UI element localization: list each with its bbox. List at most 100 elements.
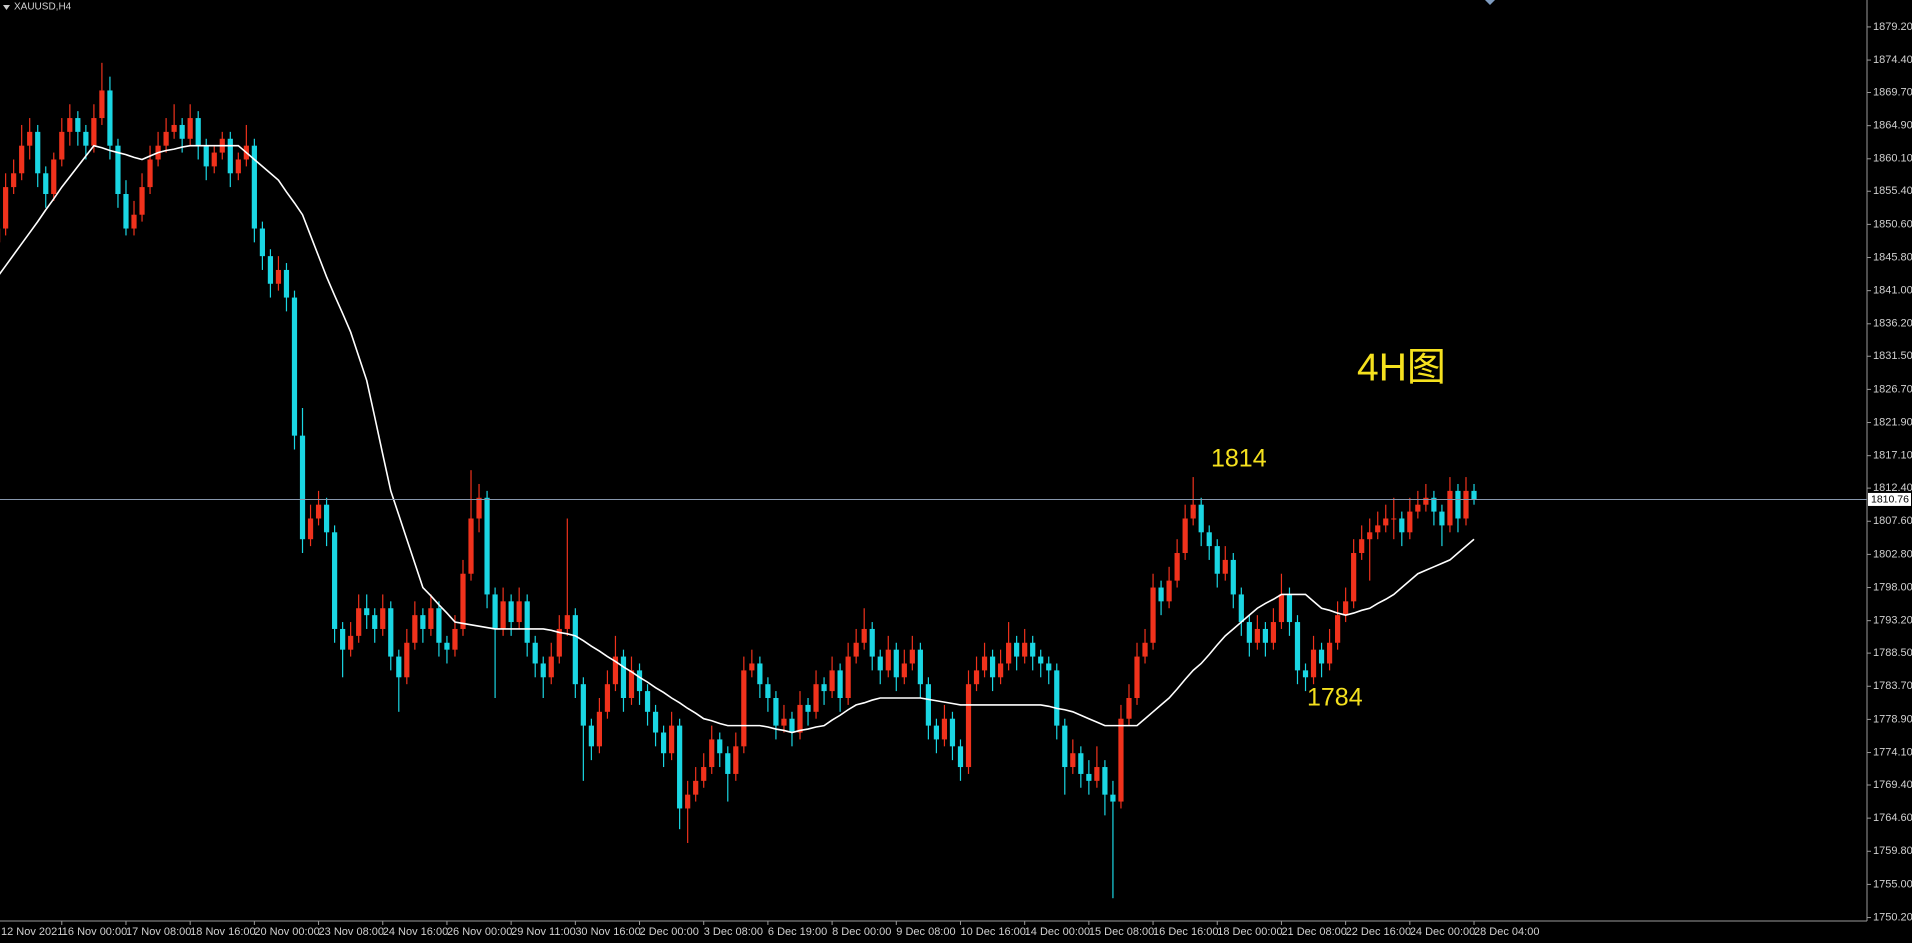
candle-body [741,670,747,747]
candle-body [412,615,418,643]
candle-body [428,608,434,629]
candle-body [1150,587,1156,643]
candle-body [1030,642,1036,657]
candle-body [364,608,370,616]
candle-body [749,663,755,671]
candle-body [147,159,153,188]
y-tick-label: 1836.20 [1873,318,1912,330]
x-tick-label: 20 Nov 00:00 [254,926,319,938]
y-tick-label: 1764.60 [1873,812,1912,824]
candle-body [91,118,97,146]
candle-body [917,649,923,685]
candle-body [1086,773,1092,781]
candle-body [580,684,586,726]
x-tick-label: 9 Dec 08:00 [896,926,955,938]
x-tick-label: 24 Nov 16:00 [383,926,448,938]
candle-body [1463,490,1469,519]
x-tick-label: 3 Dec 08:00 [704,926,763,938]
candle-body [211,152,217,167]
y-tick-label: 1860.10 [1873,153,1912,165]
current-price-label: 1810.76 [1871,494,1909,506]
x-tick-label: 6 Dec 19:00 [768,926,827,938]
candle-body [556,628,562,657]
candle-body [604,684,611,712]
candle-body [685,794,691,809]
candle-body [508,601,514,623]
candle-body [404,642,410,678]
candle-body [1262,628,1268,643]
candle-body [444,642,450,650]
candle-body [1439,511,1445,526]
candle-body [813,684,819,712]
candle-body [709,739,715,768]
candle-body [1022,642,1028,657]
candle-body [1407,511,1413,533]
candle-body [1471,490,1477,500]
x-tick-label: 28 Dec 04:00 [1474,926,1539,938]
candle-body [323,504,330,533]
candle-body [1238,594,1244,623]
candle-body [27,131,33,146]
candle-body [1391,518,1397,520]
candle-body [1302,670,1309,678]
candle-body [717,739,723,754]
y-tick-label: 1812.40 [1873,482,1912,494]
candle-body [1359,539,1365,554]
candle-body [500,601,506,629]
candle-body [131,214,137,229]
candle-body [853,642,859,657]
candle-body [1335,615,1341,643]
x-tick-label: 17 Nov 08:00 [126,926,191,938]
candle-body [171,124,177,132]
candle-body [829,670,835,692]
candle-body [420,615,426,629]
candle-body [1206,532,1212,547]
candle-body [516,601,522,623]
candle-body [733,746,739,774]
candle-body [235,159,241,174]
candle-body [1014,642,1020,657]
x-tick-label: 22 Dec 16:00 [1346,926,1411,938]
candle-body [781,718,787,726]
candle-body [765,684,771,698]
candle-body [925,684,931,726]
x-tick-label: 23 Nov 08:00 [319,926,384,938]
candle-body [332,532,338,629]
candle-body [845,656,851,698]
shift-marker [1485,0,1495,5]
y-tick-label: 1783.70 [1873,680,1912,692]
y-tick-label: 1750.20 [1873,911,1912,923]
candle-body [1246,622,1252,643]
candle-body [396,656,402,678]
y-tick-label: 1807.60 [1873,515,1912,527]
candle-body [620,656,627,698]
candle-body [203,145,209,167]
candle-body [1070,753,1076,768]
candle-body [356,608,362,636]
x-tick-label: 12 Nov 2021 [1,926,63,938]
candle-body [1286,594,1293,623]
candle-body [1326,642,1333,664]
candle-body [1198,504,1204,533]
y-tick-label: 1855.40 [1873,185,1912,197]
menu-arrow[interactable] [3,5,10,10]
candle-body [660,732,667,754]
candle-body [524,601,530,643]
candle-body [564,615,570,629]
candle-body [789,718,795,733]
x-tick-label: 30 Nov 16:00 [575,926,640,938]
candle-body [1375,525,1381,533]
candle-body [275,269,282,284]
y-tick-label: 1793.20 [1873,615,1912,627]
candle-body [1254,628,1260,643]
candle-body [468,518,474,574]
candle-body [1054,670,1060,726]
candle-body [380,608,386,629]
candle-body [701,767,707,781]
candle-body [163,131,169,146]
y-tick-label: 1755.00 [1873,878,1912,890]
candle-body [636,670,643,692]
candle-body [1174,553,1180,581]
candle-body [227,138,233,174]
